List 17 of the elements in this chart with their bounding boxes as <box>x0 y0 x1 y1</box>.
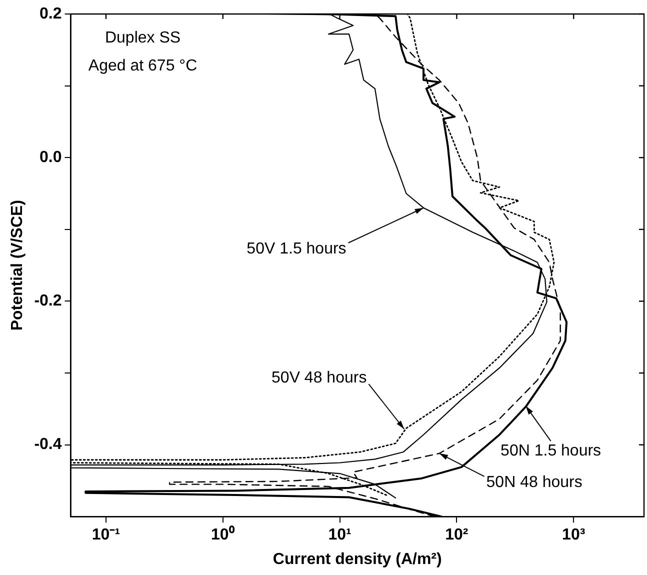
x-axis-title: Current density (A/m²) <box>272 550 442 568</box>
annotation: 50N 1.5 hours <box>500 442 602 460</box>
y-tick-label: 0.2 <box>40 5 62 22</box>
annotation: 50N 48 hours <box>486 474 582 491</box>
x-tick-label: 10⁰ <box>210 526 235 544</box>
annotation: Aged at 675 °C <box>88 57 198 74</box>
annotation: 50V 1.5 hours <box>246 240 346 258</box>
y-tick-label: -0.2 <box>34 292 62 310</box>
annotation: Duplex SS <box>104 29 181 46</box>
annotation: 50V 48 hours <box>272 369 367 386</box>
y-tick-label: 0.0 <box>40 149 62 166</box>
y-tick-label: -0.4 <box>34 436 62 454</box>
x-tick-label: 10² <box>445 526 468 544</box>
x-tick-label: 10¹ <box>328 526 352 544</box>
x-tick-label: 10⁻¹ <box>92 526 120 544</box>
x-tick-label: 10³ <box>562 526 586 544</box>
y-axis-title: Potential (V/SCE) <box>9 200 26 331</box>
